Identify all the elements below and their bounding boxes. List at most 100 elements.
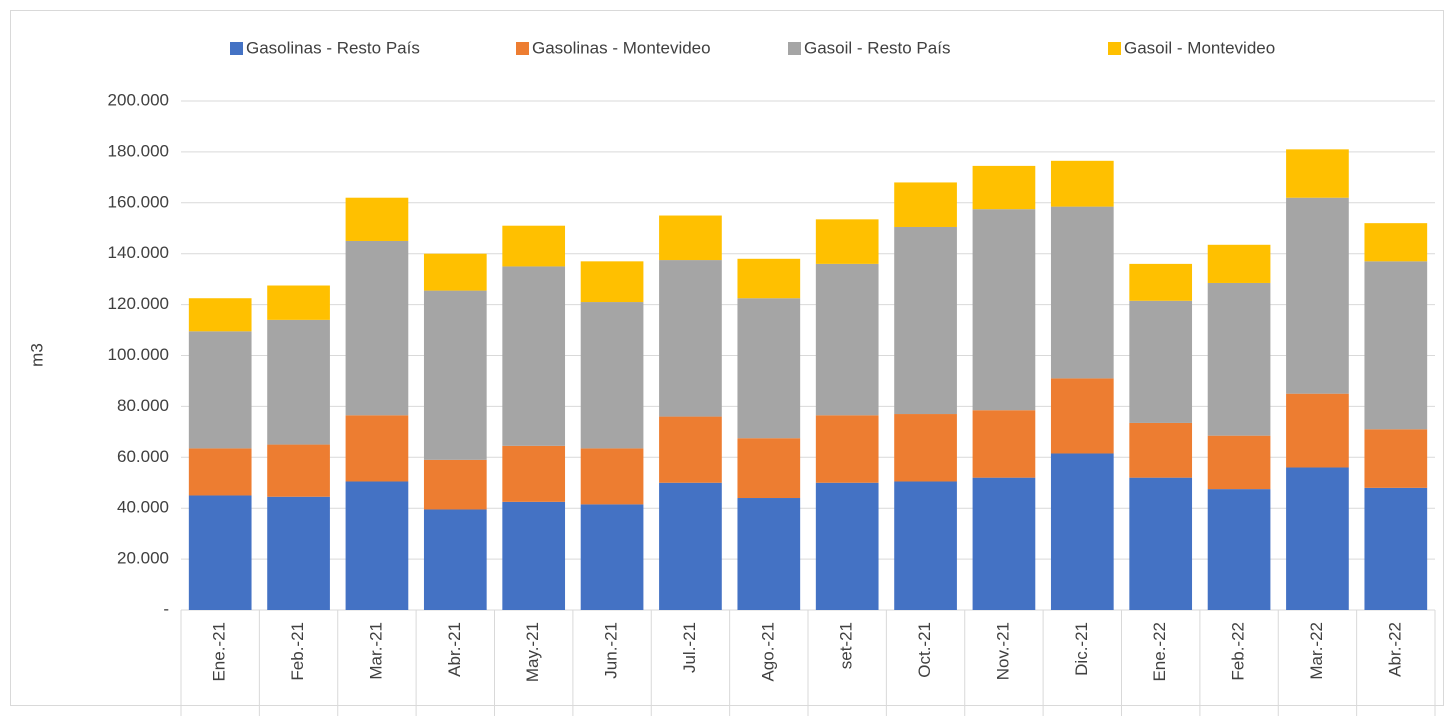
y-tick-label: 180.000 (108, 141, 169, 160)
bar-segment (659, 215, 722, 261)
bar-segment (815, 482, 879, 610)
bar-segment (1286, 467, 1349, 610)
bar-segment (894, 481, 957, 610)
bar-segment (188, 298, 252, 332)
bar-segment (972, 410, 1036, 478)
bar-segment (1050, 160, 1114, 207)
y-tick-label: 60.000 (117, 447, 169, 466)
bar-segment (345, 481, 409, 610)
x-tick-label: May.-21 (523, 622, 542, 682)
bar-segment (894, 226, 957, 415)
bar-segment (423, 253, 487, 291)
bar-segment (267, 319, 330, 445)
x-tick-label: Abr.-22 (1385, 622, 1404, 677)
y-tick-label: - (163, 599, 169, 618)
x-tick-label: Feb.-22 (1229, 622, 1248, 681)
x-tick-label: Dic.-21 (1072, 622, 1091, 676)
bar-segment (1050, 206, 1114, 379)
x-tick-label: Mar.-22 (1307, 622, 1326, 680)
x-tick-label: Oct.-21 (915, 622, 934, 678)
y-tick-label: 140.000 (108, 243, 169, 262)
bar-segment (815, 415, 879, 483)
bar-segment (1207, 489, 1271, 610)
x-tick-label: set-21 (837, 622, 856, 669)
legend-label: Gasolinas - Montevideo (532, 38, 711, 57)
bar-segment (1129, 300, 1193, 423)
y-tick-label: 160.000 (108, 192, 169, 211)
bar-segment (1364, 487, 1428, 610)
bar-segment (345, 415, 409, 482)
bar-segment (188, 495, 252, 610)
bar-segment (1207, 435, 1271, 490)
bar-segment (815, 263, 879, 416)
x-tick-label: Feb.-21 (288, 622, 307, 681)
bar-segment (737, 498, 801, 610)
x-tick-label: Ene.-22 (1150, 622, 1169, 682)
y-tick-label: 20.000 (117, 549, 169, 568)
bar-segment (423, 509, 487, 610)
x-tick-label: Mar.-21 (366, 622, 385, 680)
bar-segment (815, 219, 879, 264)
bar-segment (972, 165, 1036, 210)
bar-segment (580, 448, 644, 505)
bar-segment (1129, 263, 1193, 301)
bar-segment (1364, 223, 1428, 262)
legend-label: Gasoil - Montevideo (1124, 38, 1275, 57)
bar-segment (423, 290, 487, 460)
bar-segment (423, 459, 487, 510)
bar-segment (659, 482, 722, 610)
bar-segment (894, 182, 957, 227)
bar-segment (502, 501, 566, 610)
bar-segment (1364, 429, 1428, 488)
y-tick-label: 80.000 (117, 396, 169, 415)
bar-segment (1129, 477, 1193, 610)
legend-swatch (1108, 42, 1121, 55)
bar-segment (188, 331, 252, 449)
bar-segment (345, 240, 409, 416)
bar-segment (502, 445, 566, 502)
x-tick-label: Nov.-21 (993, 622, 1012, 680)
bar-segment (894, 414, 957, 482)
bar-segment (1207, 244, 1271, 283)
y-axis-label: m3 (27, 343, 46, 367)
bar-segment (1050, 378, 1114, 454)
bar-segment (580, 302, 644, 449)
bar-segment (1286, 197, 1349, 394)
bar-segment (1286, 393, 1349, 468)
bar-segment (267, 496, 330, 610)
x-tick-label: Jul.-21 (680, 622, 699, 673)
legend-swatch (516, 42, 529, 55)
legend-swatch (788, 42, 801, 55)
y-tick-label: 200.000 (108, 90, 169, 109)
bar-segment (502, 266, 566, 446)
legend-label: Gasolinas - Resto País (246, 38, 420, 57)
bar-segment (580, 504, 644, 610)
legend-swatch (230, 42, 243, 55)
x-tick-label: Ago.-21 (758, 622, 777, 682)
bar-segment (1286, 149, 1349, 198)
bar-segment (580, 261, 644, 303)
bar-segment (737, 258, 801, 299)
y-tick-label: 120.000 (108, 294, 169, 313)
bar-segment (345, 197, 409, 241)
y-tick-label: 40.000 (117, 498, 169, 517)
legend-label: Gasoil - Resto País (804, 38, 950, 57)
bar-segment (188, 448, 252, 496)
bar-segment (737, 438, 801, 499)
bar-segment (659, 416, 722, 483)
bar-segment (972, 477, 1036, 610)
bar-segment (502, 225, 566, 267)
x-tick-label: Abr.-21 (445, 622, 464, 677)
x-tick-label: Ene.-21 (210, 622, 229, 682)
bar-segment (1129, 422, 1193, 478)
bar-segment (1050, 453, 1114, 610)
x-tick-label: Jun.-21 (602, 622, 621, 679)
bar-segment (267, 444, 330, 497)
bar-segment (267, 285, 330, 320)
bar-segment (737, 298, 801, 439)
y-tick-label: 100.000 (108, 345, 169, 364)
bar-segment (972, 209, 1036, 411)
bar-segment (659, 260, 722, 417)
bar-segment (1364, 261, 1428, 430)
